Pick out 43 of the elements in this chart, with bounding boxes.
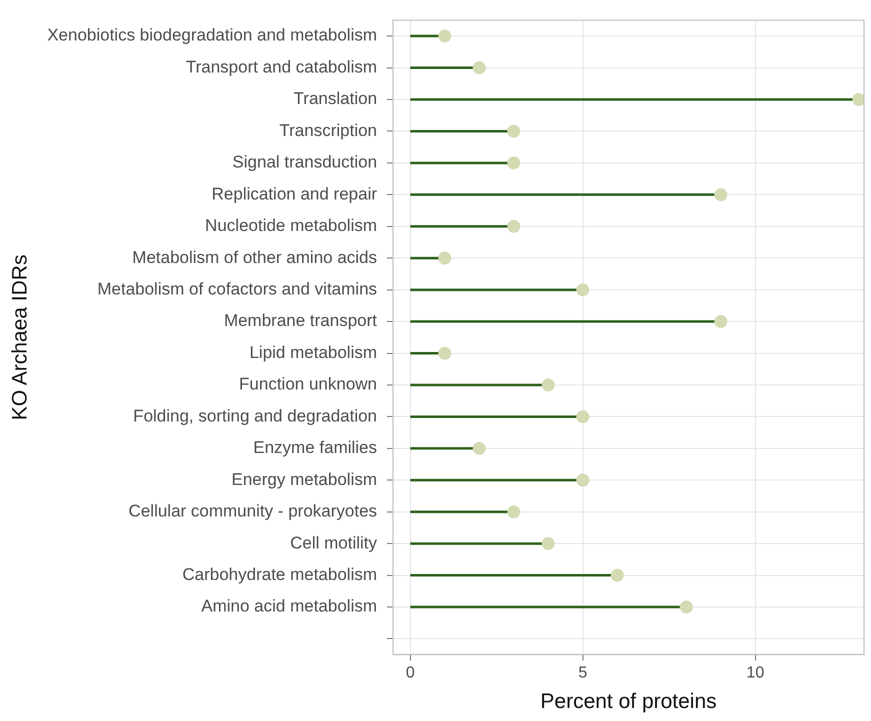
point [542, 537, 555, 550]
point [438, 252, 452, 265]
point [576, 474, 590, 487]
y-tick-label: Membrane transport [224, 311, 378, 330]
y-tick-label: Cellular community - prokaryotes [128, 502, 378, 521]
y-axis-title: KO Archaea IDRs [8, 254, 32, 420]
y-tick-label: Transport and catabolism [186, 57, 378, 76]
y-tick-label: Translation [294, 89, 378, 108]
point [714, 188, 728, 202]
point [507, 220, 520, 233]
point [576, 283, 590, 296]
y-tick-label: Folding, sorting and degradation [133, 406, 378, 426]
point [438, 346, 452, 360]
y-tick-label: Amino acid metabolism [201, 596, 378, 616]
y-tick-label: Transcription [279, 120, 378, 140]
y-tick-label: Lipid metabolism [249, 342, 378, 362]
x-tick-label: 0 [406, 664, 415, 682]
point [472, 442, 486, 455]
point [438, 30, 452, 43]
point [472, 61, 486, 74]
point [852, 93, 864, 106]
y-tick-label: Nucleotide metabolism [205, 216, 378, 236]
x-tick-label: 5 [578, 664, 588, 682]
y-tick-label: Enzyme families [253, 438, 378, 458]
point [714, 315, 728, 328]
y-tick-label: Energy metabolism [232, 470, 378, 489]
y-tick-label: Signal transduction [232, 152, 378, 172]
x-tick-label: 10 [746, 664, 764, 682]
y-tick-label: Cell motility [290, 533, 378, 552]
point [507, 505, 520, 518]
point [507, 124, 520, 138]
point [507, 156, 520, 170]
x-axis-title: Percent of proteins [540, 690, 717, 714]
y-tick-label: Replication and repair [212, 184, 378, 204]
y-tick-label: Metabolism of other amino acids [132, 248, 378, 267]
point [542, 378, 555, 392]
point [680, 600, 693, 614]
y-tick-label: Xenobiotics biodegradation and metabolism [47, 26, 378, 45]
y-tick-label: Carbohydrate metabolism [182, 564, 378, 584]
y-tick-label: Function unknown [239, 374, 378, 394]
point [610, 568, 624, 582]
point [576, 410, 590, 424]
y-tick-label: Metabolism of cofactors and vitamins [97, 280, 378, 299]
